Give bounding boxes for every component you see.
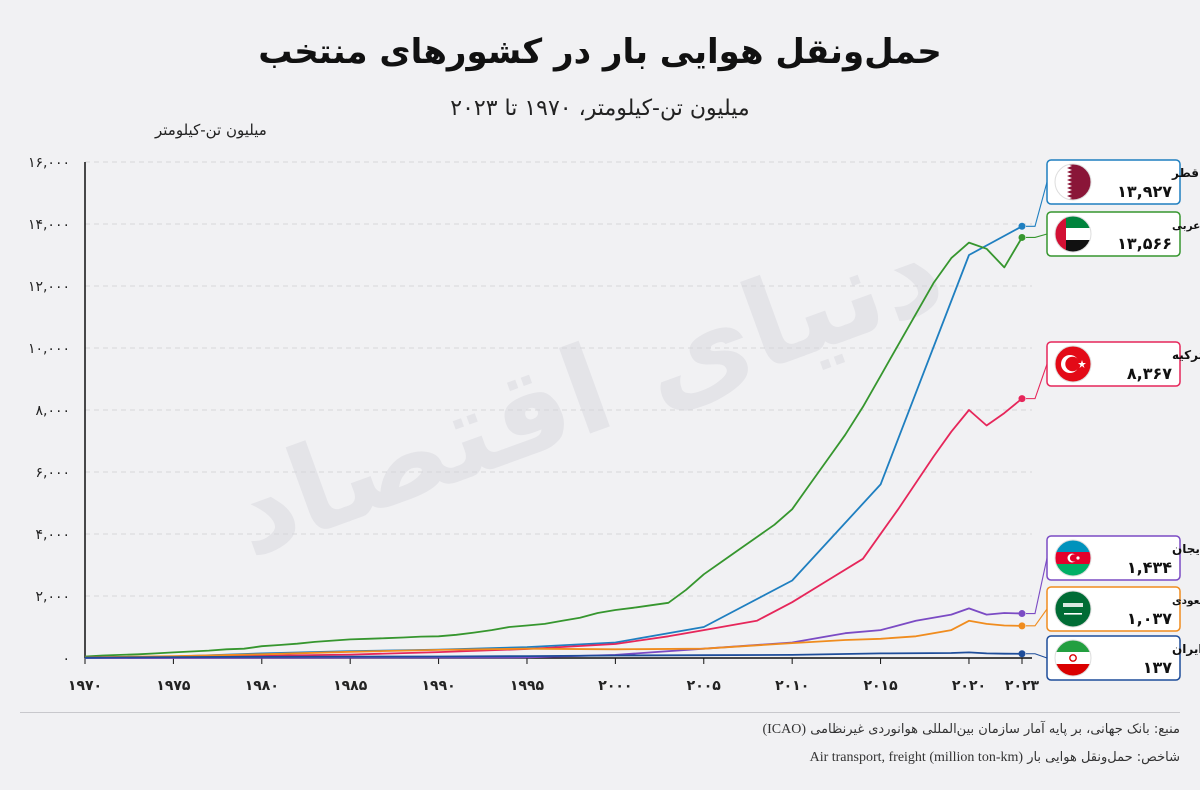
azerbaijan-flag-icon xyxy=(1055,540,1091,576)
series-line xyxy=(84,619,1023,659)
y-tick-label: ۱۲,۰۰۰ xyxy=(28,279,70,295)
series-lines xyxy=(84,222,1026,659)
legend-connector xyxy=(1026,557,1048,615)
legend-label: امارات متحده عربی xyxy=(1172,220,1200,232)
legend-item: قطر ۱۳,۹۲۷ xyxy=(1026,159,1199,227)
legend-value: ۸,۳۶۷ xyxy=(1127,364,1172,383)
legend-connector xyxy=(1026,608,1048,627)
y-tick-label: ۱۶,۰۰۰ xyxy=(28,155,70,171)
qatar-flag-icon xyxy=(1055,164,1091,200)
series-line xyxy=(84,607,1023,659)
source-note: منبع: بانک جهانی، بر پایه آمار سازمان بی… xyxy=(20,722,1180,738)
saudi-flag-icon xyxy=(1055,591,1091,627)
turkey-flag-icon xyxy=(1055,346,1091,382)
x-tick-label: ۲۰۱۵ xyxy=(863,678,898,694)
x-tick-label: ۲۰۱۰ xyxy=(775,678,809,694)
y-tick-label: ۲,۰۰۰ xyxy=(35,589,70,605)
legend-value: ۱,۴۳۴ xyxy=(1127,558,1172,577)
y-tick-label: ۰ xyxy=(62,651,70,667)
source-en: (ICAO) xyxy=(762,722,807,737)
chart-title: حمل‌ونقل هوایی بار در کشورهای منتخب xyxy=(258,32,942,72)
legend-item: ترکیه۸,۳۶۷ xyxy=(1026,341,1200,400)
footer-divider xyxy=(20,712,1180,713)
legend-connector xyxy=(1026,181,1048,227)
indicator-note: شاخص: حمل‌ونقل هوایی بار (Air transport,… xyxy=(20,750,1180,766)
y-tick-label: ۴,۰۰۰ xyxy=(35,527,70,543)
x-tick-label: ۲۰۲۰ xyxy=(952,678,986,694)
legend-value: ۱۳۷ xyxy=(1143,658,1173,677)
series-line xyxy=(84,651,1023,659)
series-end-point xyxy=(1018,395,1026,403)
legend-connector xyxy=(1026,653,1048,659)
series-end-point xyxy=(1018,622,1026,630)
series-line xyxy=(84,397,1023,659)
x-tick-label: ۱۹۸۰ xyxy=(245,678,279,694)
series-line xyxy=(84,237,1023,658)
uae-flag-icon xyxy=(1055,216,1091,252)
legend-label: قطر xyxy=(1171,166,1199,180)
legend-connector xyxy=(1026,233,1048,239)
indicator-en: (Air transport, freight (million ton-km xyxy=(809,750,1024,765)
indicator-label: شاخص: حمل‌ونقل هوایی بار xyxy=(1027,750,1180,765)
legend-connector xyxy=(1026,363,1048,400)
watermark: دنیای اقتصاد xyxy=(212,199,961,585)
legend-value: ۱,۰۳۷ xyxy=(1127,609,1172,628)
y-tick-label: ۱۰,۰۰۰ xyxy=(28,341,70,357)
y-tick-label: ۸,۰۰۰ xyxy=(35,403,70,419)
series-end-point xyxy=(1018,650,1026,658)
x-tick-label: ۱۹۷۰ xyxy=(68,678,102,694)
legend-value: ۱۳,۹۲۷ xyxy=(1117,182,1172,201)
legend-value: ۱۳,۵۶۶ xyxy=(1117,234,1172,253)
series-end-point xyxy=(1018,610,1026,618)
y-tick-label: ۶,۰۰۰ xyxy=(35,465,70,481)
series-end-point xyxy=(1018,222,1026,230)
y-tick-label: ۱۴,۰۰۰ xyxy=(28,217,70,233)
x-tick-label: ۱۹۹۰ xyxy=(421,678,455,694)
iran-flag-icon xyxy=(1055,640,1091,676)
legend-item: ایران ۱۳۷ xyxy=(1026,635,1200,681)
series-end-point xyxy=(1018,233,1026,241)
legend-label: ترکیه xyxy=(1172,348,1200,362)
x-tick-label: ۱۹۸۵ xyxy=(333,678,368,694)
y-axis-label: میلیون تن-کیلومتر xyxy=(154,121,267,139)
x-tick-label: ۲۰۰۰ xyxy=(598,678,632,694)
legend-item: آذربایجان۱,۴۳۴ xyxy=(1026,535,1200,615)
legend-label: عربستان سعودی xyxy=(1172,595,1200,607)
x-tick-label: ۲۰۰۵ xyxy=(687,678,722,694)
legend-item: عربستان سعودی۱,۰۳۷ xyxy=(1026,586,1200,632)
x-tick-label: ۱۹۹۵ xyxy=(510,678,545,694)
legend-label: ایران xyxy=(1172,642,1200,656)
x-tick-label: ۱۹۷۵ xyxy=(156,678,191,694)
x-tick-label: ۲۰۲۳ xyxy=(1005,678,1040,694)
legend-label: آذربایجان xyxy=(1172,541,1200,556)
source-label: منبع: بانک جهانی، بر پایه آمار سازمان بی… xyxy=(810,722,1180,737)
chart-subtitle: میلیون تن-کیلومتر، ۱۹۷۰ تا ۲۰۲۳ xyxy=(450,96,750,121)
